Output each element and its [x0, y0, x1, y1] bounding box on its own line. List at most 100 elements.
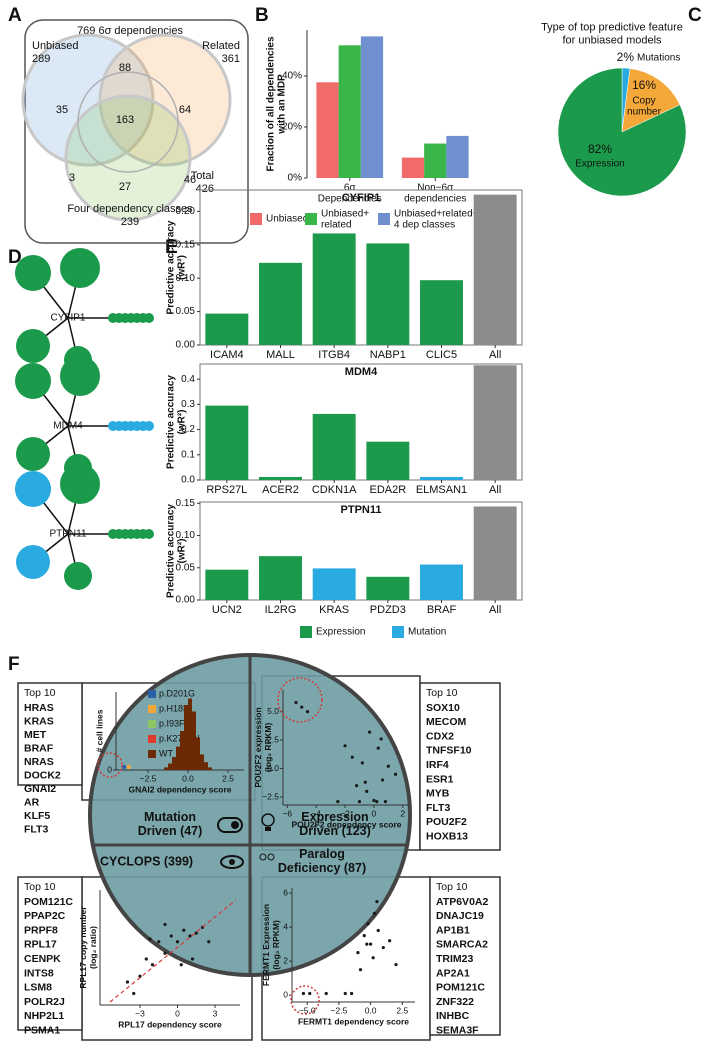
y-tick-label: 0 [283, 989, 288, 999]
scatter-point [371, 956, 375, 960]
scatter-point [132, 991, 136, 996]
legend-swatch [148, 750, 156, 758]
pie-value-label: 82% [588, 142, 612, 156]
bar [366, 441, 410, 480]
icon-people [267, 853, 275, 861]
y-axis-label: Predictive accuracy(wR²) [165, 220, 187, 314]
gene: LSM8 [24, 982, 52, 994]
venn-title: 769 6σ dependencies [77, 25, 183, 37]
panel-letter: B [255, 5, 269, 26]
y-tick-label: 0.15 [176, 239, 196, 250]
network-node [64, 562, 92, 590]
venn-region-count: 27 [119, 181, 131, 193]
list-title: Top 10 [426, 687, 458, 699]
bar [338, 45, 361, 178]
scatter-point [336, 799, 340, 804]
bar [420, 564, 463, 600]
x-tick-label: 0.0 [182, 773, 194, 783]
x-tick-label: 2 [400, 808, 405, 818]
quadrant-label: CYCLOPS (399) [100, 854, 193, 868]
scatter-point [372, 911, 377, 916]
scatter-point [388, 939, 392, 943]
gene: POU2F2 [426, 816, 467, 828]
histogram-bar [164, 767, 168, 770]
venn-set-count: 289 [32, 53, 50, 65]
histogram-bar [196, 737, 200, 770]
pie-category-label: Copy number [627, 95, 662, 117]
histogram-bar [208, 767, 212, 770]
icon-eye [220, 855, 244, 869]
gene: BRAF [24, 742, 54, 754]
list-title: Top 10 [24, 687, 56, 699]
venn-circle [77, 71, 179, 173]
gene: ZNF322 [436, 996, 474, 1008]
scatter-point [343, 744, 347, 748]
legend-label: WT [159, 748, 173, 758]
scatter-point [358, 968, 363, 972]
venn-region-count: 35 [56, 104, 68, 116]
x-tick-label: −5.0 [299, 1005, 316, 1015]
legend-label: p.D201G [159, 688, 195, 698]
gene: INTS8 [24, 967, 54, 979]
gene: HOXB13 [426, 830, 468, 842]
gene: INHBC [436, 1010, 470, 1022]
y-tick-label: 5.0 [267, 706, 279, 716]
list-box [17, 682, 83, 786]
legend-swatch [250, 213, 262, 225]
list-title: Top 10 [436, 881, 468, 893]
x-tick-label: EDA2R [369, 484, 406, 496]
y-tick-label: 0.05 [176, 306, 196, 317]
scatter-point [179, 963, 183, 967]
scatter-point [343, 991, 347, 996]
legend-swatch [305, 213, 317, 225]
scatter-point [308, 991, 312, 996]
bar [420, 476, 463, 480]
bar [205, 405, 249, 480]
gene: POLR2J [24, 996, 65, 1008]
scatter-point [169, 934, 173, 938]
bar [366, 243, 410, 345]
scatter-point [294, 700, 298, 705]
scatter-point [369, 942, 373, 946]
scatter-point [305, 710, 310, 714]
gene: SMARCA2 [436, 939, 488, 951]
y-tick-label: 0.00 [176, 595, 196, 606]
x-tick-label: PDZD3 [370, 604, 406, 616]
histogram-bar [204, 762, 208, 770]
gene: MECOM [426, 716, 467, 728]
pie-slice [557, 67, 687, 197]
icon-people [259, 853, 267, 861]
x-tick-label: All [489, 349, 501, 361]
bar [205, 313, 249, 345]
legend-label: p.K272del [159, 733, 200, 743]
scatter-point [379, 737, 383, 741]
scatter-point [356, 951, 360, 955]
pie-category-label: Expression [575, 159, 624, 170]
legend-label: Expression [316, 627, 365, 638]
legend-swatch [148, 735, 156, 743]
legend-swatch [148, 690, 156, 698]
network-node [15, 471, 51, 507]
chart-title: MDM4 [345, 366, 378, 378]
scatter-point [125, 980, 130, 984]
scatter-point [366, 922, 370, 926]
gene: POM121C [24, 896, 73, 908]
y-axis-label: Predictive accuracy(wR²) [165, 375, 187, 469]
bar [205, 569, 249, 600]
y-tick-label: 40% [282, 71, 302, 82]
gene: ATP6V0A2 [436, 896, 488, 908]
bar [259, 262, 302, 345]
scatter-point [360, 761, 364, 765]
venn-set-name: Unbiased [32, 40, 78, 52]
gene: NHP2L1 [24, 1010, 64, 1022]
scatter-point [300, 705, 304, 709]
network-node-small [144, 313, 154, 323]
gene: POM121C [436, 982, 485, 994]
chart-title: CYFIP1 [342, 192, 381, 204]
bar [420, 280, 463, 345]
histogram-bar [200, 754, 204, 770]
x-axis-label: FERMT1 dependency score [298, 1016, 409, 1026]
x-tick-label: ITGB4 [318, 349, 350, 361]
scatter-point [376, 928, 380, 933]
y-tick-label: 0.05 [176, 562, 196, 573]
